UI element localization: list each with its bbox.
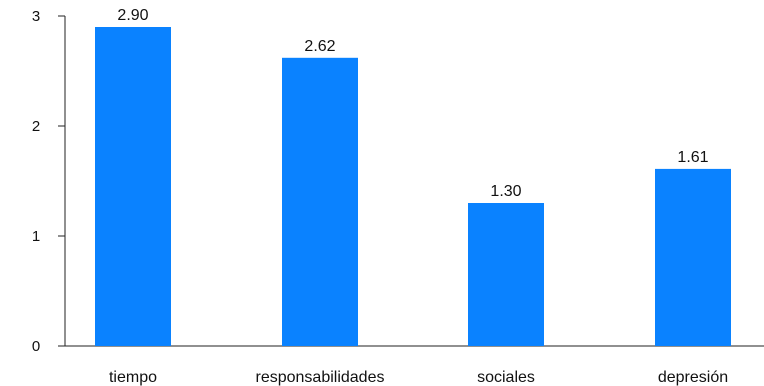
data-label-depresión: 1.61	[677, 149, 708, 166]
y-axis: 0 1 2 3	[32, 8, 66, 355]
data-label-sociales: 1.30	[490, 183, 521, 200]
data-label-tiempo: 2.90	[117, 7, 148, 24]
bars	[95, 27, 731, 347]
data-labels: 2.90 2.62 1.30 1.61	[117, 7, 708, 200]
y-tick-label: 0	[32, 338, 40, 355]
category-label-responsabilidades: responsabilidades	[256, 369, 385, 386]
category-label-tiempo: tiempo	[109, 369, 157, 386]
category-labels: tiempo responsabilidades sociales depresión	[109, 369, 728, 386]
bar-tiempo	[95, 27, 171, 346]
y-tick-label: 1	[32, 228, 40, 245]
y-tick-label: 2	[32, 118, 40, 135]
category-label-sociales: sociales	[477, 369, 535, 386]
bar-depresión	[655, 168, 731, 346]
category-label-depresión: depresión	[658, 369, 728, 386]
bar-responsabilidades	[282, 57, 358, 347]
bar-sociales	[468, 203, 544, 346]
y-tick-label: 3	[32, 8, 40, 25]
data-label-responsabilidades: 2.62	[304, 38, 335, 55]
